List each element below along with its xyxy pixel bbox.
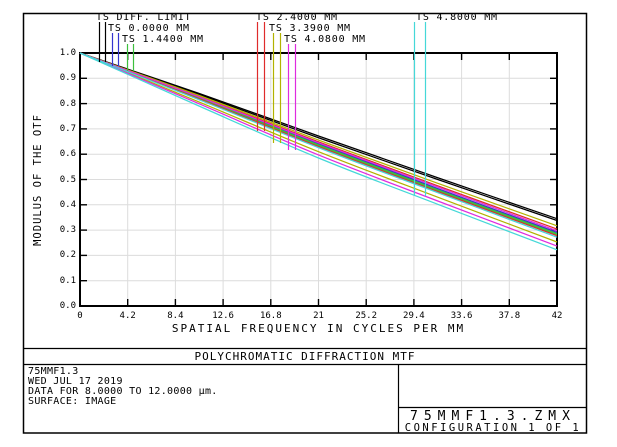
mtf-curve-ts-4-8000-mm-s- — [79, 52, 558, 238]
x-tick-label: 29.4 — [403, 311, 425, 321]
page-border — [22, 12, 588, 434]
y-tick-label: 0.4 — [59, 199, 76, 210]
plot-title: POLYCHROMATIC DIFFRACTION MTF — [194, 350, 416, 363]
y-tick-label: 1.0 — [59, 48, 76, 58]
y-tick-label: 0.5 — [59, 174, 76, 185]
y-tick-label: 0.7 — [59, 123, 76, 134]
mtf-curve-ts-3-3900-mm-t- — [79, 52, 558, 243]
y-tick-label: 0.0 — [59, 301, 76, 311]
date-line: WED JUL 17 2019 — [28, 376, 123, 387]
y-tick-label: 0.9 — [59, 73, 76, 84]
data-range-line: DATA FOR 8.0000 TO 12.0000 µm. — [28, 386, 218, 397]
x-tick-label: 4.2 — [119, 311, 136, 321]
x-tick-label: 42 — [551, 311, 563, 321]
x-tick-label: 21 — [313, 311, 324, 321]
mtf-curve-ts-4-0800-mm-s- — [79, 52, 558, 232]
legend-label: TS 3.3900 MM — [269, 23, 351, 34]
x-tick-label: 12.6 — [212, 311, 234, 321]
x-tick-label: 0 — [77, 311, 83, 321]
x-tick-label: 16.8 — [259, 311, 282, 321]
legend-label: TS 0.0000 MM — [108, 23, 190, 34]
legend-label: TS 1.4400 MM — [122, 34, 204, 45]
y-tick-label: 0.2 — [59, 250, 76, 261]
legend-label: TS 4.0800 MM — [284, 34, 366, 45]
x-tick-label: 8.4 — [167, 311, 184, 321]
mtf-curve-ts-4-8000-mm-t- — [79, 52, 558, 251]
file-name: 75MMF1.3.ZMX — [410, 409, 576, 424]
x-tick-label: 37.8 — [498, 311, 521, 321]
legend-label: TS DIFF. LIMIT — [96, 12, 192, 23]
x-axis-title: SPATIAL FREQUENCY IN CYCLES PER MM — [171, 322, 466, 335]
x-tick-label: 33.6 — [450, 311, 473, 321]
y-axis-title: MODULUS OF THE OTF — [32, 114, 44, 246]
mtf-curve-ts-4-0800-mm-t- — [79, 52, 558, 247]
mtf-curve-ts-3-3900-mm-s- — [79, 52, 558, 227]
legend-label: TS 2.4000 MM — [256, 12, 338, 23]
y-tick-label: 0.6 — [59, 149, 76, 160]
mtf-curve-ts-diff-limit-s- — [79, 52, 558, 220]
y-tick-label: 0.3 — [59, 225, 76, 236]
configuration-label: CONFIGURATION 1 OF 1 — [404, 422, 582, 434]
x-tick-label: 25.2 — [355, 311, 378, 321]
y-tick-label: 0.1 — [59, 275, 76, 286]
lens-name: 75MMF1.3 — [28, 366, 79, 377]
legend-label: TS 4.8000 MM — [416, 12, 498, 23]
surface-line: SURFACE: IMAGE — [28, 396, 117, 407]
y-tick-label: 0.8 — [59, 98, 76, 109]
